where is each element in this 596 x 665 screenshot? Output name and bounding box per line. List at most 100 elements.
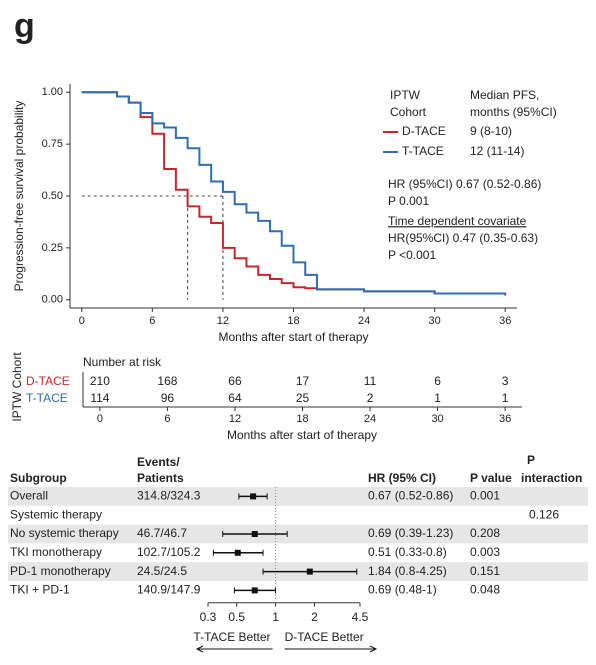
risk-count: 1 bbox=[434, 391, 441, 405]
x-tick-label: 6 bbox=[149, 315, 155, 327]
panel-label: g bbox=[14, 7, 35, 45]
x-axis-title: Months after start of therapy bbox=[227, 428, 377, 442]
cell-hr-label: 0.69 (0.39-1.23) bbox=[368, 526, 453, 540]
cell-p: 0.048 bbox=[470, 583, 500, 597]
y-tick-label: 0.50 bbox=[42, 190, 63, 202]
cell-hr-label: 0.67 (0.52-0.86) bbox=[368, 489, 453, 503]
column-header: Subgroup bbox=[10, 471, 67, 485]
legend-median: 9 (8-10) bbox=[470, 124, 512, 138]
cell-events: 140.9/147.9 bbox=[137, 583, 201, 597]
cell-subgroup: Overall bbox=[10, 489, 48, 503]
cell-p: 0.208 bbox=[470, 526, 500, 540]
x-tick-label: 12 bbox=[217, 315, 229, 327]
cell-subgroup: TKI monotherapy bbox=[10, 545, 102, 559]
y-tick-label: 0.25 bbox=[42, 242, 63, 254]
hr-point bbox=[251, 587, 258, 594]
x-tick-label: 30 bbox=[431, 413, 443, 425]
cell-p: 0.151 bbox=[470, 564, 500, 578]
x-tick-label: 36 bbox=[499, 315, 511, 327]
risk-row-label: T-TACE bbox=[26, 391, 68, 405]
hr-point bbox=[250, 493, 257, 500]
y-tick-label: 1.00 bbox=[42, 86, 63, 98]
hr-point bbox=[251, 531, 258, 537]
y-axis-title: Progression-free survival probability bbox=[12, 101, 26, 292]
y-tick-label: 0.75 bbox=[42, 138, 63, 150]
x-tick-label: 2 bbox=[311, 610, 318, 624]
risk-y-title: IPTW Cohort bbox=[10, 352, 24, 422]
legend-title: Cohort bbox=[390, 105, 427, 119]
risk-count: 66 bbox=[228, 374, 242, 388]
hr-point bbox=[306, 568, 313, 575]
annotation: HR (95%CI) 0.67 (0.52-0.86) bbox=[388, 177, 541, 191]
column-header: Events/ bbox=[137, 455, 180, 469]
annotation: P 0.001 bbox=[388, 194, 429, 208]
cell-p: 0.001 bbox=[470, 489, 500, 503]
column-header: P bbox=[527, 453, 535, 467]
cell-events: 314.8/324.3 bbox=[137, 489, 201, 503]
column-header: Patients bbox=[137, 471, 184, 485]
annotation: P <0.001 bbox=[388, 248, 436, 262]
risk-count: 210 bbox=[90, 374, 110, 388]
x-tick-label: 0 bbox=[79, 315, 85, 327]
cell-p-interaction: 0.126 bbox=[529, 507, 559, 521]
cell-events: 24.5/24.5 bbox=[137, 564, 187, 578]
direction-label: D-TACE Better bbox=[285, 630, 364, 644]
risk-count: 96 bbox=[161, 391, 175, 405]
x-tick-label: 4.5 bbox=[352, 610, 369, 624]
cell-subgroup: PD-1 monotherapy bbox=[10, 564, 111, 578]
x-tick-label: 6 bbox=[164, 413, 170, 425]
cell-p: 0.003 bbox=[470, 545, 500, 559]
survival-curve bbox=[81, 91, 506, 295]
x-tick-label: 36 bbox=[499, 413, 511, 425]
risk-count: 1 bbox=[502, 391, 509, 405]
hr-point bbox=[234, 549, 241, 556]
risk-count: 17 bbox=[296, 374, 310, 388]
risk-count: 3 bbox=[502, 374, 509, 388]
row-band bbox=[8, 524, 588, 544]
risk-count: 114 bbox=[90, 391, 109, 405]
column-header: P value bbox=[470, 471, 512, 485]
cell-hr-label: 1.84 (0.8-4.25) bbox=[368, 564, 447, 578]
risk-title: Number at risk bbox=[83, 355, 162, 369]
x-tick-label: 0.5 bbox=[228, 610, 245, 624]
x-axis-title: Months after start of therapy bbox=[218, 330, 368, 344]
cell-subgroup: No systemic therapy bbox=[10, 526, 119, 540]
annotation: Time dependent covariate bbox=[388, 214, 527, 228]
row-band bbox=[8, 487, 588, 506]
x-tick-label: 0.3 bbox=[200, 610, 217, 624]
column-header: interaction bbox=[521, 471, 582, 485]
cell-subgroup: TKI + PD-1 bbox=[10, 583, 70, 597]
legend-title: IPTW bbox=[390, 88, 421, 102]
direction-label: T-TACE Better bbox=[193, 630, 270, 644]
y-tick-label: 0.00 bbox=[42, 294, 63, 306]
x-tick-label: 24 bbox=[364, 413, 376, 425]
x-tick-label: 18 bbox=[296, 413, 308, 425]
x-tick-label: 18 bbox=[287, 315, 299, 327]
x-tick-label: 30 bbox=[429, 315, 441, 327]
cell-hr-label: 0.51 (0.33-0.8) bbox=[368, 545, 447, 559]
cell-subgroup: Systemic therapy bbox=[10, 507, 102, 521]
risk-count: 25 bbox=[296, 391, 310, 405]
direction-arrow bbox=[195, 645, 273, 653]
x-tick-label: 1 bbox=[272, 610, 279, 624]
legend-title: Median PFS, bbox=[470, 88, 539, 102]
annotation: HR(95%CI) 0.47 (0.35-0.63) bbox=[388, 231, 538, 245]
survival-curve bbox=[81, 91, 507, 296]
risk-count: 6 bbox=[434, 374, 441, 388]
legend-title: months (95%CI) bbox=[470, 105, 557, 119]
column-header: HR (95% CI) bbox=[368, 471, 436, 485]
legend-label: D-TACE bbox=[402, 124, 446, 138]
cell-events: 46.7/46.7 bbox=[137, 526, 187, 540]
risk-count: 2 bbox=[367, 391, 374, 405]
direction-arrow bbox=[284, 645, 378, 653]
x-tick-label: 0 bbox=[97, 413, 103, 425]
x-tick-label: 12 bbox=[229, 413, 241, 425]
cell-events: 102.7/105.2 bbox=[137, 545, 201, 559]
risk-count: 11 bbox=[364, 374, 377, 388]
risk-row-label: D-TACE bbox=[26, 374, 70, 388]
cell-hr-label: 0.69 (0.48-1) bbox=[368, 583, 437, 597]
risk-count: 168 bbox=[157, 374, 177, 388]
x-tick-label: 24 bbox=[358, 315, 370, 327]
risk-count: 64 bbox=[228, 391, 242, 405]
